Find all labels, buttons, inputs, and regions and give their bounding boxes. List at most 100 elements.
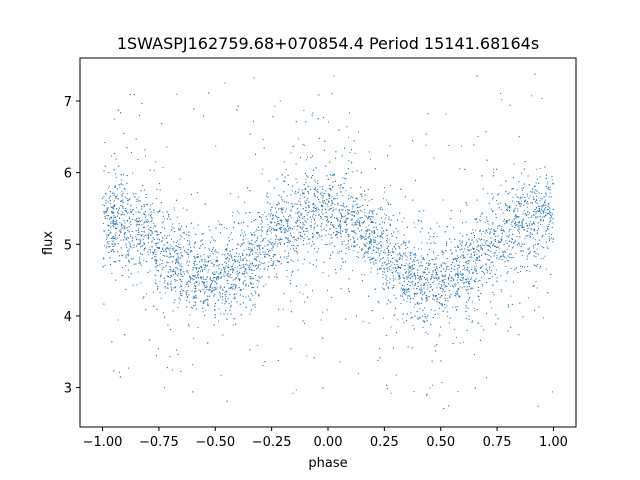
data-point <box>231 215 233 217</box>
data-point <box>471 272 473 274</box>
data-point <box>109 264 111 266</box>
data-point <box>318 235 320 237</box>
data-point <box>179 265 181 267</box>
data-point <box>417 274 418 276</box>
data-point <box>136 221 138 223</box>
data-point <box>457 391 459 393</box>
data-point <box>299 203 301 205</box>
data-point <box>540 223 542 225</box>
data-point <box>472 288 474 290</box>
data-point <box>130 236 132 238</box>
data-point <box>420 255 422 257</box>
data-point <box>494 252 496 254</box>
data-point <box>103 196 105 197</box>
data-point <box>290 228 292 230</box>
data-point <box>224 292 226 294</box>
data-point <box>352 211 354 213</box>
data-point <box>225 258 227 260</box>
data-point <box>132 218 134 220</box>
data-point <box>496 277 498 279</box>
data-point <box>333 226 334 228</box>
data-point <box>185 294 187 296</box>
data-point <box>128 198 130 200</box>
data-point <box>528 234 530 236</box>
data-point <box>313 223 315 225</box>
data-point <box>309 210 311 212</box>
data-point <box>175 262 176 264</box>
data-point <box>234 279 236 280</box>
data-point <box>321 209 323 211</box>
data-point <box>413 391 415 393</box>
data-point <box>545 268 547 270</box>
data-point <box>405 288 407 290</box>
data-point <box>449 273 450 275</box>
data-point <box>257 267 259 269</box>
data-point <box>164 292 166 294</box>
data-point <box>422 271 424 273</box>
data-point <box>436 273 438 275</box>
data-point <box>457 245 459 247</box>
data-point <box>173 207 175 209</box>
data-point <box>352 204 354 206</box>
data-point <box>290 300 292 302</box>
data-point <box>137 271 139 273</box>
data-point <box>407 264 409 266</box>
data-point <box>153 222 155 224</box>
data-point <box>486 377 487 379</box>
data-point <box>250 268 252 270</box>
data-point <box>170 268 172 270</box>
data-point <box>139 243 141 245</box>
data-point <box>164 235 166 237</box>
data-point <box>214 240 216 242</box>
data-point <box>296 252 298 254</box>
data-point <box>117 211 119 213</box>
data-point <box>469 296 471 298</box>
data-point <box>321 239 323 241</box>
data-point <box>322 213 324 215</box>
data-point <box>340 225 342 227</box>
data-point <box>539 239 541 241</box>
data-point <box>377 252 379 254</box>
data-point <box>447 276 449 278</box>
data-point <box>264 245 266 247</box>
data-point <box>389 239 391 241</box>
data-point <box>269 221 271 223</box>
data-point <box>162 226 163 228</box>
data-point <box>510 223 512 225</box>
data-point <box>378 302 380 304</box>
data-point <box>403 240 405 242</box>
data-point <box>234 267 236 269</box>
data-point <box>193 227 195 229</box>
data-point <box>400 303 402 304</box>
data-point <box>368 151 370 153</box>
data-point <box>142 230 144 232</box>
data-point <box>468 280 470 282</box>
data-point <box>179 238 181 240</box>
data-point <box>501 290 503 292</box>
data-point <box>456 273 458 275</box>
data-point <box>248 253 250 255</box>
data-point <box>543 219 544 221</box>
data-point <box>170 256 172 258</box>
data-point <box>459 279 461 281</box>
data-point <box>357 218 359 220</box>
data-point <box>395 374 397 376</box>
data-point <box>400 244 402 246</box>
data-point <box>507 235 509 237</box>
data-point <box>414 295 416 297</box>
data-point <box>533 214 535 216</box>
data-point <box>139 262 141 263</box>
data-point <box>438 333 440 335</box>
data-point <box>124 234 126 236</box>
data-point <box>324 193 326 195</box>
data-point <box>102 266 104 268</box>
data-point <box>436 236 438 237</box>
data-point <box>279 237 281 239</box>
data-point <box>222 334 224 336</box>
data-point <box>192 307 193 309</box>
data-point <box>195 277 197 279</box>
data-point <box>298 211 300 213</box>
data-point <box>492 292 494 293</box>
data-point <box>267 249 269 251</box>
data-point <box>390 326 392 328</box>
